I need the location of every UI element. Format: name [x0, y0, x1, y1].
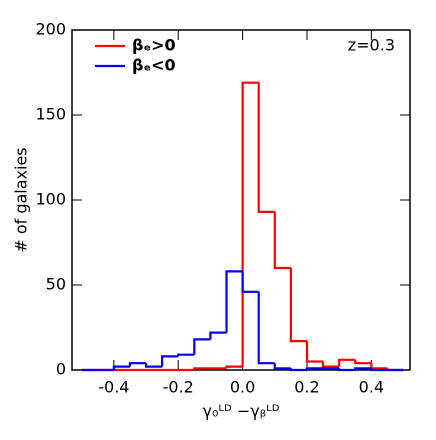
legend-label: βₑ<0 — [132, 56, 176, 75]
annotation: z=0.3 — [348, 36, 395, 55]
plot-frame — [71, 29, 411, 371]
histogram-step — [321, 361, 340, 368]
x-tick-label: 0.4 — [359, 378, 384, 397]
histogram-step — [144, 363, 163, 368]
histogram-step — [354, 367, 372, 370]
histogram-step — [338, 368, 356, 372]
histogram-step — [305, 341, 324, 363]
histogram-step — [225, 365, 243, 369]
histogram-step — [354, 359, 372, 365]
histogram-step — [209, 331, 227, 340]
histogram-step — [338, 358, 356, 367]
histogram-step — [225, 270, 243, 333]
histogram-step — [257, 291, 275, 365]
histogram-step — [128, 362, 147, 367]
x-tick-label: 0.2 — [294, 378, 319, 397]
legend-label: βₑ>0 — [132, 36, 176, 55]
y-tick-label: 200 — [35, 20, 66, 39]
histogram-step — [112, 365, 130, 370]
x-tick-label: -0.4 — [98, 378, 129, 397]
histogram-step — [241, 81, 259, 367]
histogram-step — [257, 82, 275, 213]
histogram-step — [305, 367, 324, 370]
histogram-step — [370, 368, 388, 372]
histogram-step — [177, 353, 195, 357]
y-tick-label: 100 — [35, 190, 66, 209]
y-tick-label: 0 — [56, 360, 66, 379]
histogram-step — [289, 368, 307, 372]
y-tick-label: 150 — [35, 105, 66, 124]
x-tick-label: -0.2 — [163, 378, 194, 397]
x-tick-label: 0.0 — [230, 378, 255, 397]
histogram-step — [241, 271, 259, 293]
histogram-step — [193, 367, 211, 370]
y-axis-label: # of galaxies — [12, 147, 31, 252]
histogram-step — [161, 355, 179, 367]
histogram-step — [370, 363, 388, 370]
histogram-step — [273, 211, 291, 270]
histogram-step — [273, 363, 291, 370]
histogram-step — [289, 268, 307, 343]
y-tick-label: 50 — [46, 275, 66, 294]
x-axis-label: γ₀ᴸᴰ −γᵦᴸᴰ — [202, 402, 279, 421]
histogram-step — [193, 338, 211, 355]
